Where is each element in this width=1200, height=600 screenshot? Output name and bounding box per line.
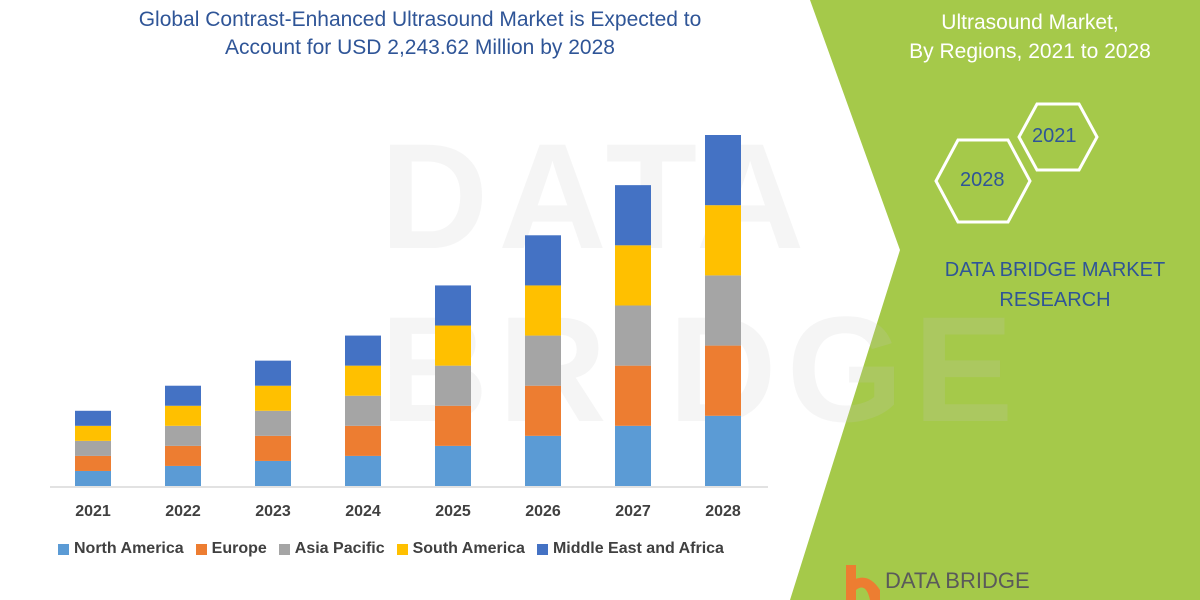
bar-2025-asia-pacific <box>435 365 471 406</box>
bar-2027-middle-east-and-africa <box>615 185 651 246</box>
x-tick-label: 2022 <box>165 503 201 520</box>
bar-2023-europe <box>255 435 291 461</box>
legend-swatch <box>278 543 290 555</box>
legend-label: Europe <box>211 540 267 557</box>
bar-2026-north-america <box>525 435 561 486</box>
bar-2025-south-america <box>435 325 471 366</box>
x-tick-label: 2023 <box>255 503 291 520</box>
bar-2024-europe <box>345 425 381 456</box>
bar-2026-south-america <box>525 285 561 336</box>
brand-text: DATA BRIDGE MARKET RESEARCH <box>944 259 1166 311</box>
bar-2027-south-america <box>615 245 651 306</box>
bar-2027-north-america <box>615 425 651 486</box>
bar-2028-middle-east-and-africa <box>705 135 741 206</box>
bar-2024-asia-pacific <box>345 395 381 426</box>
bar-2024-north-america <box>345 455 381 486</box>
bar-2022-europe <box>165 445 201 466</box>
bar-2024-south-america <box>345 365 381 396</box>
bar-2027-asia-pacific <box>615 305 651 366</box>
bar-2021-south-america <box>75 425 111 441</box>
side-title: Ultrasound Market, By Regions, 2021 to 20… <box>909 11 1151 63</box>
legend-item: Middle East and Africa <box>536 540 724 558</box>
bar-2022-north-america <box>165 465 201 486</box>
bar-2028-asia-pacific <box>705 275 741 346</box>
legend-item: Europe <box>195 540 267 558</box>
bar-2025-north-america <box>435 445 471 486</box>
bar-2023-middle-east-and-africa <box>255 360 291 386</box>
stacked-bar-chart <box>50 135 768 488</box>
bar-2023-asia-pacific <box>255 410 291 436</box>
x-tick-label: 2028 <box>705 503 741 520</box>
bar-2025-europe <box>435 405 471 446</box>
legend-item: North America <box>58 540 184 558</box>
watermark: DATA BRIDGE <box>380 112 1024 453</box>
legend-label: Middle East and Africa <box>552 540 724 557</box>
x-tick-label: 2021 <box>75 503 111 520</box>
x-tick-label: 2026 <box>525 503 561 520</box>
legend-swatch <box>396 543 408 555</box>
hexagon-2028 <box>934 138 1032 224</box>
legend-item: Asia Pacific <box>278 540 385 558</box>
hex-label-2021: 2021 <box>1032 125 1077 147</box>
bar-2028-north-america <box>705 415 741 486</box>
bar-2024-middle-east-and-africa <box>345 335 381 366</box>
x-tick-label: 2024 <box>345 503 381 520</box>
bar-2028-south-america <box>705 205 741 276</box>
bar-2021-middle-east-and-africa <box>75 410 111 426</box>
legend-swatch <box>195 543 207 555</box>
bar-2022-south-america <box>165 405 201 426</box>
bar-2025-middle-east-and-africa <box>435 285 471 326</box>
bar-2021-europe <box>75 455 111 471</box>
hex-label-2028: 2028 <box>960 169 1005 191</box>
bar-2022-asia-pacific <box>165 425 201 446</box>
x-tick-label: 2027 <box>615 503 651 520</box>
bar-2026-europe <box>525 385 561 436</box>
bar-2026-asia-pacific <box>525 335 561 386</box>
legend-label: North America <box>74 540 184 557</box>
hexagon-2021 <box>1017 102 1099 172</box>
legend-label: South America <box>412 540 525 557</box>
legend-swatch <box>536 543 548 555</box>
bar-2023-south-america <box>255 385 291 411</box>
legend-swatch <box>58 543 69 555</box>
legend-item: South America <box>396 540 525 558</box>
chart-title: Global Contrast-Enhanced Ultrasound Mark… <box>138 8 702 59</box>
bar-2022-middle-east-and-africa <box>165 385 201 406</box>
legend: North America Europe Asia Pacific South Ame… <box>58 540 724 558</box>
bar-2026-middle-east-and-africa <box>525 235 561 286</box>
logo-text: DATA BRIDGE <box>885 568 1030 593</box>
x-tick-label: 2025 <box>435 503 471 520</box>
bar-2028-europe <box>705 345 741 416</box>
legend-label: Asia Pacific <box>294 540 385 557</box>
bar-2021-north-america <box>75 470 111 486</box>
bar-2021-asia-pacific <box>75 440 111 456</box>
logo-icon <box>846 565 880 600</box>
bar-2023-north-america <box>255 460 291 486</box>
bar-2027-europe <box>615 365 651 426</box>
